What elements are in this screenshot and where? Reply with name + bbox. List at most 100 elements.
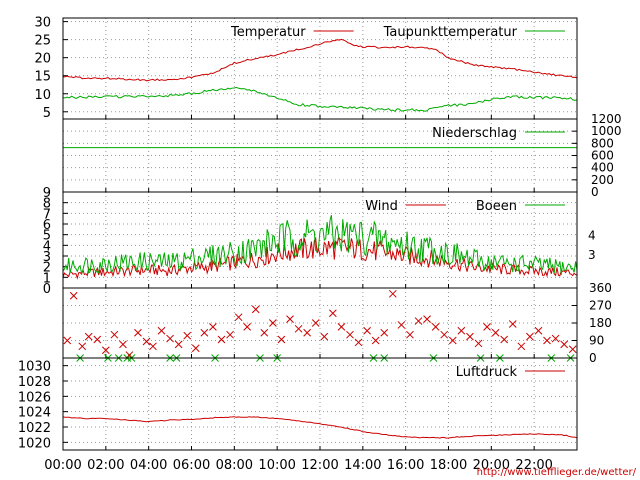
- xtick-label-1: 02:00: [87, 458, 124, 473]
- marker-b: [200, 328, 209, 337]
- rtick-dir-1: 90: [589, 334, 604, 348]
- scatter-point-1-19: [217, 335, 226, 344]
- marker-b: [157, 326, 166, 335]
- scatter-point-1-45: [440, 330, 449, 339]
- ytick-temperature-3: 20: [34, 52, 51, 67]
- marker-b: [93, 335, 102, 344]
- scatter-point-1-12: [157, 326, 166, 335]
- scatter-point-1-25: [269, 319, 277, 327]
- scatter-point-1-37: [371, 336, 380, 345]
- marker-b: [69, 291, 78, 300]
- rtick-precip-3: 600: [591, 149, 614, 163]
- scatter-point-1-55: [526, 332, 534, 341]
- ytick-pressure-0: 1020: [18, 436, 51, 451]
- xtick-label-3: 06:00: [173, 458, 210, 473]
- ytick-wind-6: 6: [43, 218, 51, 233]
- marker-b: [217, 335, 226, 344]
- scatter-point-1-34: [346, 330, 354, 339]
- scatter-point-1-43: [423, 315, 431, 323]
- legend-label-precipitation-0: Niederschlag: [432, 126, 517, 141]
- rtick-dir-4: 360: [589, 281, 612, 295]
- scatter-point-1-7: [119, 340, 127, 349]
- marker-b: [431, 323, 440, 331]
- marker-b: [303, 328, 312, 337]
- ytick-pressure-3: 1026: [18, 390, 51, 405]
- scatter-point-1-15: [183, 331, 192, 340]
- scatter-point-1-9: [134, 328, 142, 337]
- scatter-point-1-40: [397, 321, 406, 329]
- rtick-precip-6: 1200: [591, 112, 622, 126]
- marker-b: [320, 332, 329, 341]
- scatter-point-1-24: [260, 328, 269, 337]
- marker-b: [269, 319, 277, 327]
- xtick-label-6: 12:00: [301, 458, 338, 473]
- xtick-label-10: 20:00: [473, 458, 510, 473]
- marker-b: [294, 324, 303, 333]
- rtick-precip-2: 400: [591, 161, 614, 175]
- scatter-point-1-10: [142, 337, 151, 346]
- legend-label-wind-1: Boeen: [476, 199, 517, 214]
- marker-b: [142, 337, 151, 346]
- scatter-point-1-6: [110, 330, 119, 339]
- scatter-point-1-41: [406, 330, 414, 339]
- xtick-label-9: 18:00: [430, 458, 467, 473]
- scatter-point-1-23: [251, 305, 260, 314]
- scatter-point-1-16: [191, 344, 200, 353]
- rtick-dir-2: 180: [589, 316, 612, 330]
- marker-b: [414, 317, 423, 325]
- scatter-point-1-47: [457, 326, 466, 335]
- series-line-temperature-0: [62, 38, 578, 82]
- scatter-point-1-3: [84, 332, 93, 341]
- marker-b: [534, 326, 543, 335]
- marker-b: [134, 328, 142, 337]
- marker-b: [551, 334, 560, 343]
- scatter-point-1-42: [414, 317, 423, 325]
- scatter-point-1-36: [363, 326, 371, 335]
- legend-label-temperature-1: Taupunkttemperatur: [383, 25, 518, 40]
- rtick-precip-1: 200: [591, 173, 614, 187]
- ytick-wind-2: 2: [43, 261, 51, 276]
- scatter-point-1-18: [209, 323, 217, 331]
- scatter-point-1-26: [277, 335, 286, 344]
- marker-b: [174, 340, 183, 349]
- marker-b: [183, 331, 192, 340]
- scatter-point-1-13: [166, 334, 174, 343]
- scatter-point-1-2: [78, 342, 87, 351]
- credit-link[interactable]: http://www.tiefflieger.de/wetter/: [477, 467, 637, 478]
- marker-b: [543, 336, 551, 345]
- panel-frame-pressure: [62, 357, 578, 451]
- marker-b: [191, 344, 200, 353]
- scatter-point-1-53: [508, 320, 517, 328]
- scatter-point-1-50: [483, 323, 491, 331]
- marker-b: [286, 315, 294, 323]
- marker-b: [226, 330, 234, 339]
- scatter-point-1-0: [63, 336, 72, 345]
- scatter-point-1-32: [328, 309, 337, 318]
- ytick-wind-1: 1: [43, 271, 51, 286]
- marker-b: [149, 342, 157, 351]
- rtick-precip-4: 800: [591, 136, 614, 150]
- series-line-pressure-0: [62, 416, 578, 439]
- marker-b: [397, 321, 406, 329]
- scatter-point-1-57: [543, 336, 551, 345]
- scatter-point-1-11: [149, 342, 157, 351]
- scatter-point-1-8: [125, 351, 134, 359]
- marker-b: [363, 326, 371, 335]
- scatter-point-1-60: [568, 345, 577, 354]
- marker-b: [448, 336, 457, 345]
- marker-b: [337, 323, 346, 331]
- ytick-wind-0: 0: [43, 282, 51, 297]
- scatter-point-1-28: [294, 324, 303, 333]
- rtick-precip-0: 0: [591, 185, 599, 199]
- marker-b: [568, 345, 577, 354]
- scatter-point-1-56: [534, 326, 543, 335]
- scatter-point-1-49: [474, 339, 483, 348]
- scatter-point-1-17: [200, 328, 209, 337]
- marker-b: [277, 335, 286, 344]
- scatter-point-1-31: [320, 332, 329, 341]
- ytick-wind-5: 5: [43, 229, 51, 244]
- marker-b: [209, 323, 217, 331]
